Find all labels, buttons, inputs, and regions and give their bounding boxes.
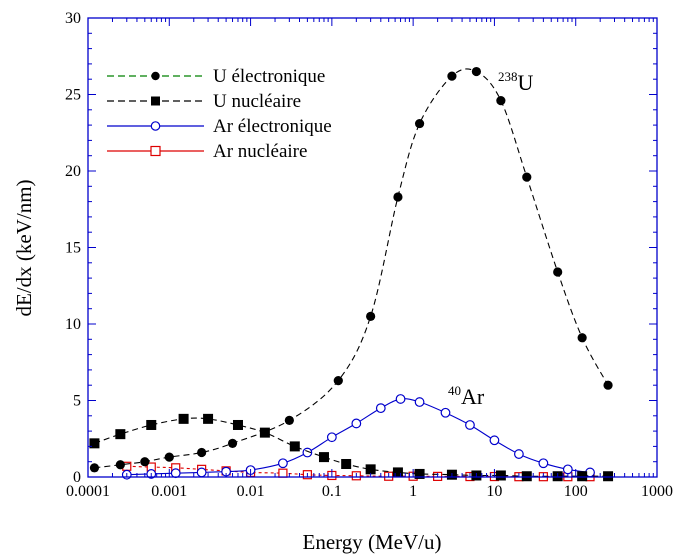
annotation-u238-label: U — [518, 70, 534, 95]
data-point — [164, 452, 174, 462]
y-tick-label: 25 — [65, 87, 81, 104]
x-tick-label: 1000 — [641, 483, 673, 500]
data-point — [603, 471, 614, 482]
x-tick-label: 0.0001 — [66, 483, 110, 500]
data-point — [115, 460, 125, 470]
data-point — [170, 468, 181, 479]
legend-marker — [150, 145, 161, 157]
y-tick-label: 5 — [73, 393, 81, 410]
x-tick-label: 0.001 — [151, 483, 187, 500]
data-point — [471, 66, 481, 77]
x-tick-label: 10 — [486, 483, 502, 500]
data-point — [489, 435, 500, 446]
x-tick-label: 0.01 — [237, 483, 265, 500]
data-point — [278, 458, 288, 469]
data-point — [289, 441, 300, 452]
data-point — [115, 429, 126, 440]
series-1 — [89, 413, 614, 482]
data-point — [227, 438, 238, 448]
data-point — [89, 438, 100, 449]
legend-label: Ar nucléaire — [213, 141, 307, 162]
data-point — [302, 447, 313, 458]
data-point — [513, 449, 524, 459]
legend-item: Ar nucléaire — [107, 141, 307, 162]
data-point — [562, 464, 573, 475]
y-tick-label: 10 — [65, 316, 81, 333]
legend-label: U nucléaire — [213, 91, 301, 112]
data-point — [341, 458, 352, 469]
data-point — [395, 394, 406, 404]
data-point — [197, 447, 207, 458]
y-tick-label: 30 — [65, 10, 81, 27]
data-point — [318, 452, 329, 463]
legend-marker — [151, 96, 160, 106]
data-point — [392, 467, 403, 478]
data-point — [496, 96, 506, 106]
legend-label: U électronique — [213, 66, 325, 87]
data-point — [521, 471, 532, 482]
legend-item: U nucléaire — [107, 91, 301, 112]
x-tick-label: 100 — [564, 483, 588, 500]
data-point — [89, 463, 100, 473]
legend: U électronique U nucléaire Ar électronique… — [107, 66, 332, 162]
data-point — [553, 267, 563, 277]
data-point — [538, 458, 549, 469]
data-point — [146, 419, 157, 430]
annotation-u238-sup: 238 — [498, 69, 518, 84]
y-axis-title: dE/dx (keV/nm) — [12, 179, 36, 316]
data-point — [333, 376, 343, 386]
data-point — [326, 432, 337, 443]
x-tick-label: 0.1 — [322, 483, 342, 500]
data-point — [366, 311, 376, 321]
data-point — [577, 333, 587, 343]
data-point — [284, 415, 294, 425]
data-point — [196, 467, 207, 478]
data-point — [393, 192, 403, 202]
x-axis-title: Energy (MeV/u) — [303, 530, 442, 554]
data-point — [414, 118, 425, 129]
data-point — [495, 470, 506, 481]
data-point — [440, 407, 451, 418]
series-0 — [89, 66, 613, 473]
y-tick-label: 0 — [73, 469, 81, 486]
series-line-0 — [94, 68, 609, 469]
legend-label: Ar électronique — [213, 116, 332, 137]
data-point — [375, 403, 386, 414]
annotation-ar40: 40Ar — [448, 383, 485, 409]
y-tick-label: 20 — [65, 163, 81, 180]
series-line-2 — [126, 398, 591, 476]
data-point — [603, 380, 613, 390]
series-2 — [121, 394, 595, 480]
annotation-ar40-sup: 40 — [448, 383, 461, 398]
y-tick-label: 15 — [65, 240, 81, 257]
x-tick-label: 1 — [409, 483, 417, 500]
data-point — [278, 468, 288, 478]
annotation-ar40-label: Ar — [461, 384, 485, 409]
data-point — [522, 172, 532, 182]
data-point — [259, 427, 270, 438]
series-layer — [89, 66, 614, 482]
data-point — [465, 420, 475, 430]
data-point — [365, 464, 376, 475]
ticks-layer: 0.0001 0.001 0.01 0.1 1 10 100 1000 0 5 10 15 20 25 30 — [65, 10, 673, 500]
data-point — [178, 413, 189, 424]
data-point — [140, 457, 150, 467]
legend-marker — [150, 121, 161, 131]
legend-item: U électronique — [107, 66, 325, 87]
data-point — [447, 71, 457, 81]
data-point — [351, 418, 362, 429]
data-point — [577, 471, 588, 482]
plot-frame — [87, 17, 658, 478]
legend-item: Ar électronique — [107, 116, 332, 137]
legend-marker — [151, 71, 160, 81]
data-point — [203, 413, 214, 424]
annotation-u238: 238U — [498, 69, 534, 95]
data-point — [414, 468, 425, 479]
data-point — [414, 397, 425, 407]
data-point — [232, 419, 243, 430]
